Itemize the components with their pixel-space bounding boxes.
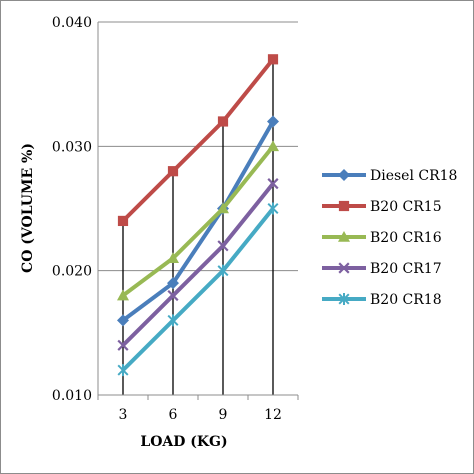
legend-label: B20 CR18 (370, 292, 442, 308)
x-tick-label: 9 (219, 407, 228, 423)
legend-marker (338, 262, 350, 274)
data-point (167, 277, 179, 290)
legend: Diesel CR18 B20 CR15 B20 CR16 B20 CR17 B20 C… (322, 168, 457, 308)
y-tick-label: 0.020 (52, 264, 92, 280)
y-tick-labels: 0.010 0.020 0.030 0.040 (52, 15, 92, 404)
series-line (121, 207, 275, 372)
series-line (121, 58, 275, 223)
y-tick-label: 0.010 (52, 388, 92, 404)
x-tick-label: 12 (264, 407, 282, 423)
series-line (121, 120, 275, 323)
data-point (267, 54, 279, 65)
y-tick-label: 0.040 (52, 15, 92, 31)
series-2 (117, 140, 279, 301)
legend-label: B20 CR15 (370, 199, 442, 215)
legend-item: B20 CR15 (322, 199, 442, 215)
legend-marker (338, 231, 350, 242)
y-tick-label: 0.030 (52, 139, 92, 155)
series-1 (117, 54, 279, 227)
legend-marker (338, 200, 350, 212)
legend-item: B20 CR18 (322, 292, 442, 308)
x-axis-title: LOAD (KG) (140, 434, 227, 450)
legend-marker (338, 293, 350, 305)
data-point (117, 339, 129, 351)
series-3 (117, 178, 279, 351)
legend-item: B20 CR16 (322, 230, 442, 246)
data-point (267, 115, 279, 128)
legend-item: Diesel CR18 (322, 168, 457, 184)
data-point (167, 314, 179, 327)
drop-lines (122, 59, 274, 395)
series-lines (117, 54, 279, 377)
data-point (117, 364, 129, 377)
data-point (267, 140, 279, 152)
data-point (217, 240, 229, 252)
legend-item: B20 CR17 (322, 261, 442, 277)
legend-label: Diesel CR18 (370, 168, 457, 184)
legend-label: B20 CR17 (370, 261, 442, 277)
data-point (217, 116, 229, 127)
data-point (117, 215, 129, 227)
data-point (167, 166, 179, 177)
data-point (217, 202, 229, 214)
data-point (117, 289, 129, 301)
data-point (267, 202, 279, 215)
x-tick-label: 3 (119, 407, 128, 423)
data-point (267, 178, 279, 190)
data-point (167, 252, 179, 264)
series-4 (117, 202, 279, 377)
data-point (217, 264, 229, 277)
series-line (121, 182, 275, 347)
y-axis-title: CO (VOLUME %) (20, 143, 36, 273)
x-tick-label: 6 (169, 407, 178, 423)
data-point (117, 314, 129, 327)
legend-marker (338, 169, 350, 181)
legend-label: B20 CR16 (370, 230, 442, 246)
x-tick-labels: 3 6 9 12 (119, 407, 282, 423)
axes (97, 22, 299, 400)
series-line (121, 145, 275, 298)
data-point (167, 289, 179, 302)
